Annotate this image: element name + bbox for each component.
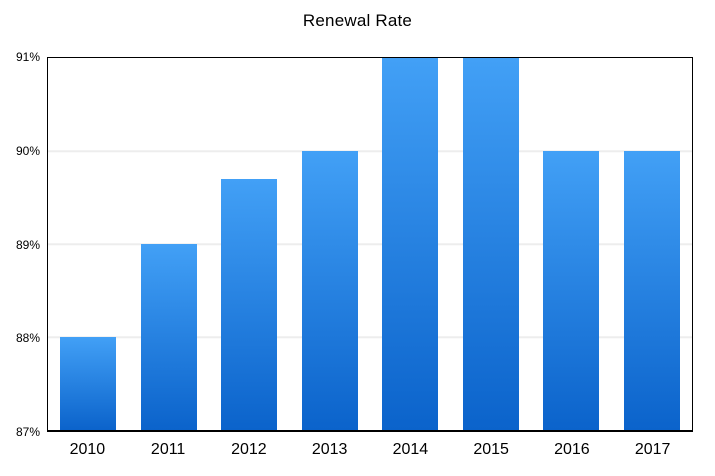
y-axis: 91% 90% 89% 88% 87% — [0, 50, 40, 439]
bar-2013 — [301, 151, 358, 430]
bar-band-2010 — [48, 58, 129, 430]
x-axis: 2010 2011 2012 2013 2014 2015 2016 2017 — [47, 441, 693, 459]
bar-2017 — [623, 151, 680, 430]
x-tick-label-2012: 2012 — [231, 441, 267, 458]
bar-band-2015 — [451, 58, 532, 430]
y-tick-label-87: 87% — [15, 425, 40, 439]
y-tick-label-90: 90% — [15, 143, 40, 158]
plot-area — [47, 57, 693, 432]
x-tick-label-2013: 2013 — [311, 441, 348, 458]
bar-band-2012 — [209, 58, 290, 430]
x-tick-label-2017: 2017 — [634, 441, 671, 458]
x-tick-label-2015: 2015 — [473, 441, 509, 458]
x-tick-label-2014: 2014 — [392, 441, 429, 458]
bar-2011 — [140, 244, 197, 430]
bar-band-2011 — [129, 58, 210, 430]
x-tick-label-2016: 2016 — [554, 441, 590, 458]
bars-row — [48, 58, 692, 430]
bar-band-2016 — [531, 58, 612, 430]
gridline — [48, 336, 692, 338]
gridline — [48, 150, 692, 152]
bar-band-2017 — [612, 58, 693, 430]
bar-2010 — [60, 337, 117, 430]
x-tick-label-2011: 2011 — [150, 441, 186, 458]
bar-2012 — [221, 178, 278, 430]
bar-band-2013 — [290, 58, 371, 430]
gridline — [48, 243, 692, 245]
chart-title: Renewal Rate — [302, 11, 413, 30]
bar-2014 — [382, 58, 439, 430]
bar-2015 — [462, 58, 519, 430]
y-tick-label-89: 89% — [15, 237, 40, 252]
y-tick-label-88: 88% — [15, 331, 40, 346]
bar-band-2014 — [370, 58, 451, 430]
bar-2016 — [543, 151, 600, 430]
x-tick-label-2010: 2010 — [69, 441, 106, 458]
y-tick-label-91: 91% — [15, 50, 40, 64]
